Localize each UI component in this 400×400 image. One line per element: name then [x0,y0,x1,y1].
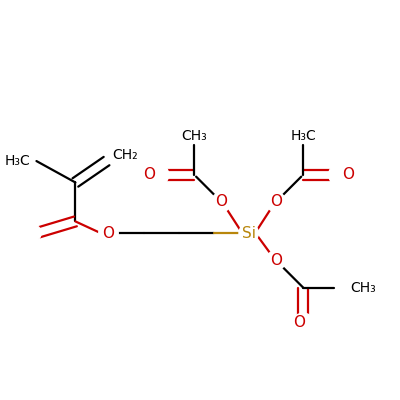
Circle shape [24,224,41,242]
Text: O: O [216,194,228,210]
Circle shape [212,192,231,212]
Circle shape [239,223,258,243]
Text: O: O [270,194,282,210]
Text: H₃C: H₃C [5,154,31,168]
Text: Si: Si [242,226,256,241]
Text: O: O [143,167,155,182]
Circle shape [266,251,286,270]
Circle shape [149,165,169,184]
Text: O: O [342,167,354,182]
Text: CH₂: CH₂ [112,148,138,162]
Circle shape [328,165,348,184]
Text: O: O [102,226,114,241]
Circle shape [266,192,286,212]
Text: CH₃: CH₃ [350,281,376,295]
Circle shape [99,223,118,243]
Text: CH₃: CH₃ [181,129,207,143]
Text: H₃C: H₃C [290,129,316,143]
Circle shape [294,313,313,332]
Text: O: O [293,315,305,330]
Text: O: O [270,253,282,268]
